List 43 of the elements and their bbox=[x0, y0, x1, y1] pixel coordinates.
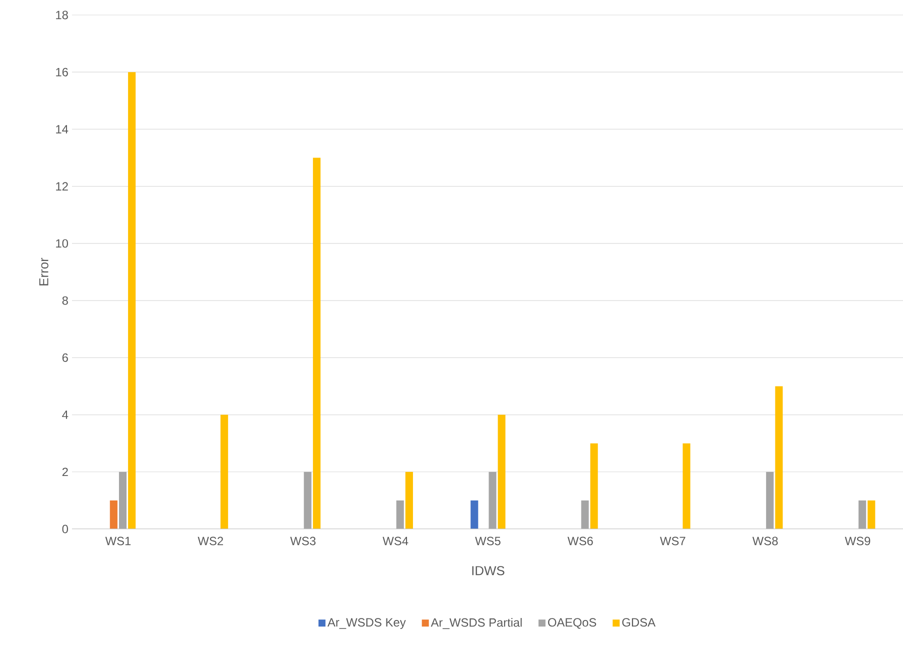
legend-label: Ar_WSDS Key bbox=[327, 618, 406, 629]
bar bbox=[405, 472, 413, 529]
bar bbox=[858, 500, 866, 529]
legend-label: GDSA bbox=[622, 618, 656, 627]
y-tick-label: 14 bbox=[56, 125, 68, 134]
x-axis-title: IDWS bbox=[472, 566, 504, 576]
x-tick-label: WS7 bbox=[660, 536, 686, 546]
bar bbox=[118, 472, 127, 529]
x-tick-label: WS3 bbox=[290, 536, 316, 546]
bar bbox=[220, 414, 228, 529]
x-tick-label: WS9 bbox=[844, 536, 870, 546]
y-tick-label: 10 bbox=[56, 239, 68, 248]
y-tick-label: 6 bbox=[62, 353, 68, 362]
bar bbox=[312, 158, 321, 529]
legend-label: Ar_WSDS Partial bbox=[430, 618, 522, 630]
y-tick-label: 18 bbox=[56, 10, 68, 20]
bar bbox=[775, 386, 783, 529]
y-tick-label: 2 bbox=[62, 468, 68, 476]
bar bbox=[128, 72, 136, 529]
y-tick-label: 8 bbox=[62, 296, 68, 305]
y-tick-label: 12 bbox=[56, 182, 68, 191]
x-tick-label: WS1 bbox=[105, 536, 131, 546]
bar bbox=[581, 500, 589, 529]
y-tick-label: 4 bbox=[62, 410, 68, 419]
x-tick-label: WS4 bbox=[382, 536, 408, 546]
bar bbox=[110, 500, 118, 529]
bar bbox=[304, 472, 312, 529]
bar bbox=[396, 500, 404, 529]
bar bbox=[470, 500, 478, 529]
bar bbox=[682, 443, 690, 529]
x-tick-label: WS5 bbox=[475, 536, 500, 546]
legend-label: OAEQoS bbox=[548, 618, 596, 629]
y-tick-label: 0 bbox=[62, 524, 68, 534]
bar bbox=[498, 414, 506, 529]
x-tick-label: WS8 bbox=[752, 536, 778, 546]
y-tick-label: 16 bbox=[56, 68, 68, 76]
bar bbox=[488, 472, 496, 529]
bar bbox=[766, 472, 774, 529]
bar bbox=[590, 443, 598, 529]
x-tick-label: WS6 bbox=[568, 536, 593, 546]
bar bbox=[868, 500, 876, 529]
y-axis-title: Error bbox=[39, 258, 48, 286]
x-tick-label: WS2 bbox=[198, 536, 224, 546]
